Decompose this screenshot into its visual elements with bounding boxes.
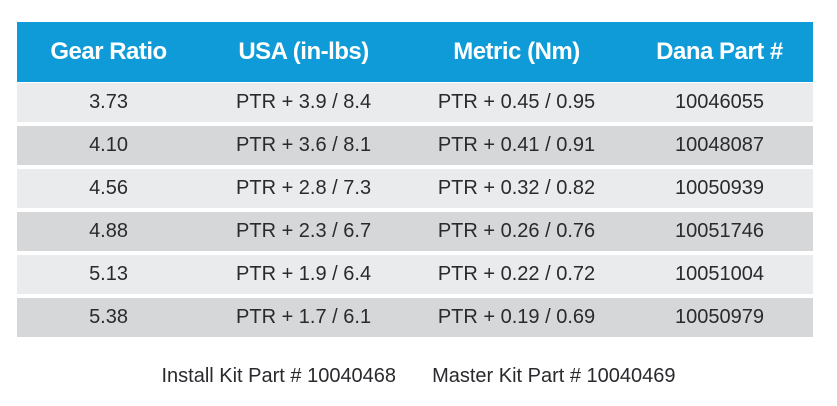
cell-gear-ratio: 4.10	[89, 134, 128, 156]
table-row: 4.88 PTR + 2.3 / 6.7 PTR + 0.26 / 0.76 1005…	[17, 212, 813, 251]
cell-usa: PTR + 2.3 / 6.7	[236, 220, 372, 242]
cell-dana-part: 10050979	[674, 306, 764, 328]
cell-metric: PTR + 0.19 / 0.69	[437, 306, 596, 328]
cell-gear-ratio: 4.56	[89, 177, 128, 199]
cell-dana-part: 10051004	[674, 263, 764, 285]
cell-dana-part: 10050939	[674, 177, 764, 199]
cell-dana-part: 10046055	[674, 91, 764, 113]
master-kit-part-number: Master Kit Part # 10040469	[432, 365, 676, 387]
cell-gear-ratio: 5.13	[89, 263, 128, 285]
cell-usa: PTR + 1.9 / 6.4	[236, 263, 372, 285]
install-kit-part-number: Install Kit Part # 10040468	[161, 365, 397, 387]
gear-ratio-table: Gear Ratio USA (in-lbs) Metric (Nm) Dana…	[17, 22, 813, 337]
cell-usa: PTR + 1.7 / 6.1	[236, 306, 372, 328]
table-row: 4.56 PTR + 2.8 / 7.3 PTR + 0.32 / 0.82 1005…	[17, 169, 813, 208]
table-body: 3.73 PTR + 3.9 / 8.4 PTR + 0.45 / 0.95 1004…	[17, 83, 813, 337]
table-row: 4.10 PTR + 3.6 / 8.1 PTR + 0.41 / 0.91 1004…	[17, 126, 813, 165]
cell-gear-ratio: 3.73	[89, 91, 128, 113]
cell-metric: PTR + 0.26 / 0.76	[437, 220, 596, 242]
cell-usa: PTR + 3.6 / 8.1	[236, 134, 372, 156]
cell-dana-part: 10051746	[674, 220, 764, 242]
column-header-metric-nm: Metric (Nm)	[453, 38, 580, 65]
cell-metric: PTR + 0.22 / 0.72	[437, 263, 596, 285]
table-row: 5.13 PTR + 1.9 / 6.4 PTR + 0.22 / 0.72 1005…	[17, 255, 813, 294]
cell-metric: PTR + 0.32 / 0.82	[437, 177, 596, 199]
column-header-gear-ratio: Gear Ratio	[50, 38, 167, 65]
cell-metric: PTR + 0.45 / 0.95	[437, 91, 596, 113]
table-header-row: Gear Ratio USA (in-lbs) Metric (Nm) Dana…	[17, 22, 813, 82]
table-row: 3.73 PTR + 3.9 / 8.4 PTR + 0.45 / 0.95 1004…	[17, 83, 813, 122]
column-header-dana-part: Dana Part #	[656, 38, 783, 65]
cell-usa: PTR + 3.9 / 8.4	[236, 91, 372, 113]
column-header-usa-in-lbs: USA (in-lbs)	[238, 38, 369, 65]
table-row: 5.38 PTR + 1.7 / 6.1 PTR + 0.19 / 0.69 1005…	[17, 298, 813, 337]
cell-dana-part: 10048087	[674, 134, 764, 156]
cell-usa: PTR + 2.8 / 7.3	[236, 177, 372, 199]
cell-gear-ratio: 4.88	[89, 220, 128, 242]
footer-note: Install Kit Part # 10040468 Master Kit P…	[0, 365, 837, 388]
cell-gear-ratio: 5.38	[89, 306, 128, 328]
cell-metric: PTR + 0.41 / 0.91	[437, 134, 596, 156]
